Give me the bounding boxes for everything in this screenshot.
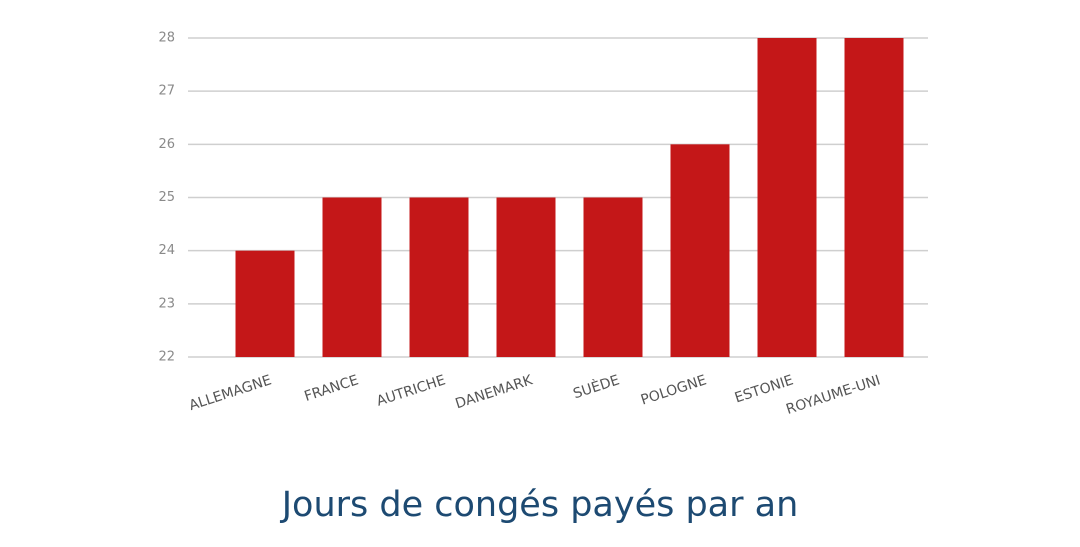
bar (235, 250, 295, 357)
bar (322, 197, 382, 357)
y-tick-label: 26 (158, 137, 175, 152)
x-tick-label: ROYAUME-UNI (784, 372, 882, 418)
bar (757, 38, 817, 357)
bar (409, 197, 469, 357)
y-tick-label: 27 (158, 84, 175, 99)
y-tick-label: 24 (158, 243, 175, 258)
y-tick-label: 23 (158, 296, 175, 311)
bar (583, 197, 643, 357)
x-tick-label: DANEMARK (453, 372, 535, 412)
bar (496, 197, 556, 357)
chart-title: Jours de congés payés par an (280, 485, 799, 525)
y-tick-label: 25 (158, 190, 175, 205)
x-tick-label: ALLEMAGNE (187, 372, 273, 414)
bar (670, 144, 730, 357)
x-tick-label: POLOGNE (639, 372, 709, 408)
y-tick-label: 28 (158, 31, 175, 46)
x-tick-label: SUÈDE (571, 371, 622, 402)
y-tick-label: 22 (158, 350, 175, 365)
x-tick-label: FRANCE (302, 372, 360, 404)
x-tick-label: AUTRICHE (375, 372, 448, 409)
bar (844, 38, 904, 357)
